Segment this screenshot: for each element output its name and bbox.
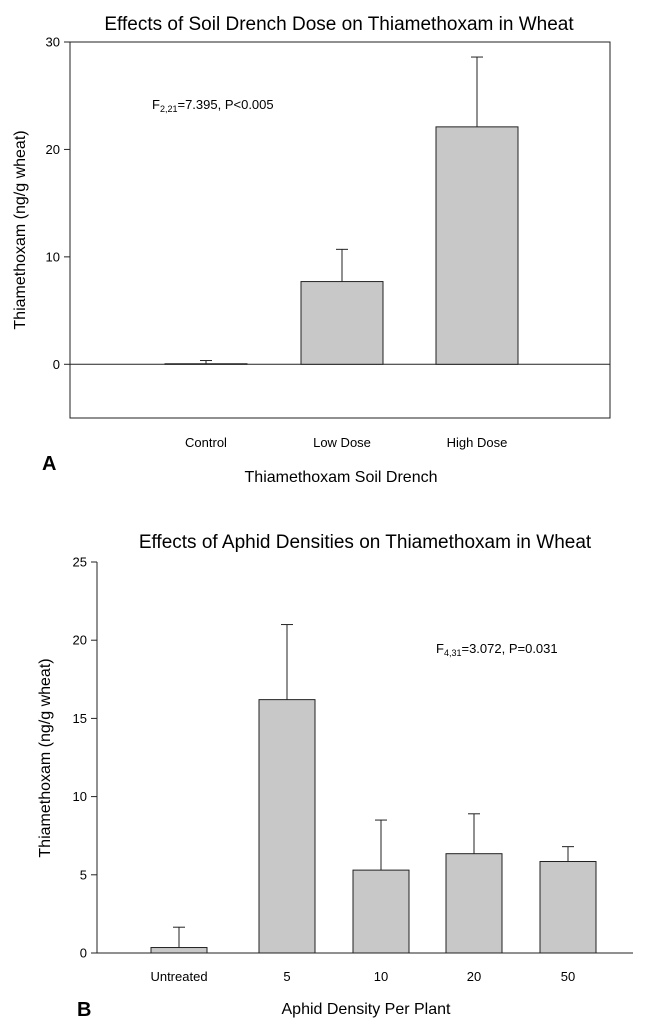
chart-panel-b: Effects of Aphid Densities on Thiamethox… — [37, 532, 633, 1019]
stat-annotation: F2,21=7.395, P<0.005 — [152, 97, 274, 114]
stat-prefix: F — [436, 641, 444, 656]
bar — [150, 947, 208, 954]
bar — [445, 853, 503, 954]
x-category-label: 5 — [283, 969, 290, 984]
stat-text: =7.395, P<0.005 — [177, 97, 273, 112]
panel-label-a: A — [42, 453, 56, 475]
x-category-label: Control — [185, 435, 227, 450]
category-labels: Untreated 5 10 20 50 — [150, 969, 575, 984]
bars — [150, 624, 597, 954]
stat-subscript: 4,31 — [444, 648, 462, 658]
stat-subscript: 2,21 — [160, 104, 178, 114]
x-category-label: Low Dose — [313, 435, 371, 450]
chart-title: Effects of Soil Drench Dose on Thiametho… — [104, 14, 574, 35]
x-category-label: Untreated — [150, 969, 207, 984]
y-tick-label: 0 — [80, 946, 87, 961]
panel-label-b: B — [77, 999, 91, 1019]
x-category-label: 20 — [467, 969, 481, 984]
bar — [352, 869, 410, 954]
y-axis-title: Thiamethoxam (ng/g wheat) — [12, 130, 29, 329]
bar — [435, 126, 519, 365]
bar — [300, 281, 384, 365]
y-tick-label: 10 — [73, 789, 87, 804]
y-tick-label: 30 — [46, 35, 60, 50]
y-tick-label: 10 — [46, 249, 60, 264]
category-labels: Control Low Dose High Dose — [185, 435, 507, 450]
plot-frame — [69, 41, 611, 419]
bar — [164, 363, 248, 365]
y-tick-label: 0 — [53, 357, 60, 372]
y-tick-label: 15 — [73, 711, 87, 726]
bars — [164, 56, 519, 365]
y-axis-ticks: 0 5 10 15 20 25 — [73, 555, 97, 961]
x-category-label: 10 — [374, 969, 388, 984]
stat-prefix: F — [152, 97, 160, 112]
bar — [539, 861, 597, 954]
x-axis-title: Aphid Density Per Plant — [282, 1001, 452, 1018]
y-tick-label: 20 — [73, 633, 87, 648]
y-tick-label: 20 — [46, 142, 60, 157]
y-tick-label: 5 — [80, 867, 87, 882]
chart-panel-a: Effects of Soil Drench Dose on Thiametho… — [12, 14, 611, 486]
bar — [258, 699, 316, 954]
x-axis-title: Thiamethoxam Soil Drench — [245, 469, 438, 486]
y-axis-ticks: 0 10 20 30 — [46, 35, 70, 372]
chart-title: Effects of Aphid Densities on Thiamethox… — [139, 532, 592, 553]
x-category-label: High Dose — [447, 435, 508, 450]
x-category-label: 50 — [561, 969, 575, 984]
y-axis-title: Thiamethoxam (ng/g wheat) — [37, 658, 54, 857]
stat-text: =3.072, P=0.031 — [461, 641, 557, 656]
stat-annotation: F4,31=3.072, P=0.031 — [436, 641, 558, 658]
y-tick-label: 25 — [73, 555, 87, 570]
